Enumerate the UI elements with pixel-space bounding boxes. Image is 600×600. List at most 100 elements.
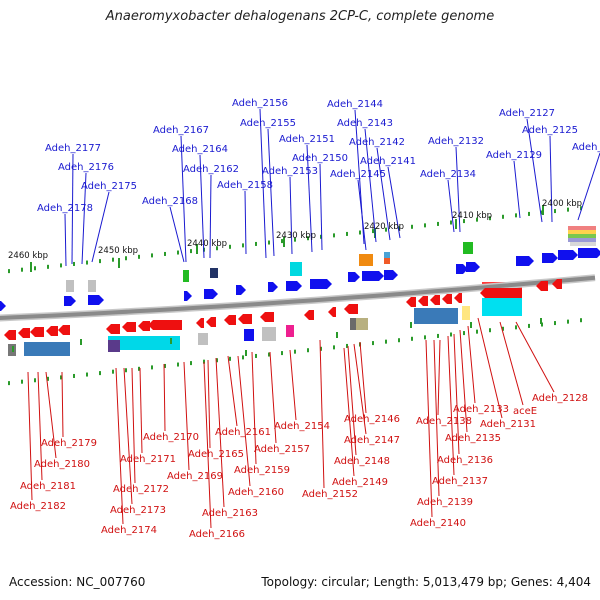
- tick: [86, 260, 88, 265]
- label-connector: [163, 363, 166, 432]
- reverse-gene-arrow: [454, 293, 462, 303]
- tick: [450, 220, 452, 225]
- tick: [515, 325, 517, 330]
- tick: [567, 207, 569, 212]
- gene-label-adeh_2148: Adeh_2148: [334, 456, 390, 467]
- forward-gene-arrow: [184, 291, 192, 301]
- genome-backbone: [0, 274, 596, 322]
- tick: [424, 335, 426, 340]
- tick: [502, 214, 504, 219]
- gene-label-adeh_2135: Adeh_2135: [445, 433, 501, 444]
- gene-label-adeh_2181: Adeh_2181: [20, 481, 76, 492]
- gene-label-adeh_2133: Adeh_2133: [453, 404, 509, 415]
- feature-band: [414, 308, 458, 324]
- tick: [294, 349, 296, 354]
- tick: [476, 217, 478, 222]
- kbp-label: 2420 kbp: [364, 222, 404, 232]
- feature-band: [108, 340, 120, 352]
- gene-label-adeh_2179: Adeh_2179: [41, 438, 97, 449]
- gene-label-adeh_2178: Adeh_2178: [37, 203, 93, 214]
- tick: [151, 253, 153, 258]
- tick: [437, 221, 439, 226]
- label-connector: [357, 179, 367, 251]
- tick: [528, 211, 530, 216]
- feature-band: [244, 329, 254, 341]
- gene-label-adeh_2129: Adeh_2129: [486, 150, 542, 161]
- gene-label-adeh_2139: Adeh_2139: [417, 497, 473, 508]
- tick: [489, 328, 491, 333]
- feature-band: [88, 280, 96, 292]
- label-connector: [459, 329, 468, 433]
- label-connector: [319, 339, 325, 489]
- tick: [268, 240, 270, 245]
- reverse-gene-arrow: [46, 326, 58, 336]
- tick: [333, 345, 335, 350]
- major-tick: [542, 205, 544, 215]
- label-connector: [183, 361, 190, 471]
- tick: [190, 361, 192, 366]
- kbp-label: 2440 kbp: [187, 239, 227, 249]
- gene-label-adeh_2124: Adeh_2124: [572, 142, 600, 153]
- tick: [60, 263, 62, 268]
- reverse-gene-arrow: [430, 295, 440, 305]
- tick: [255, 353, 257, 358]
- reverse-gene-arrow: [480, 288, 522, 298]
- feature-band: [359, 254, 373, 266]
- tick: [34, 378, 36, 383]
- gene-label-adeh_2132: Adeh_2132: [428, 136, 484, 147]
- label-connectors: [27, 108, 600, 529]
- tick: [177, 362, 179, 367]
- tick: [540, 318, 542, 324]
- tick: [411, 336, 413, 341]
- gene-label-adeh_2128: Adeh_2128: [532, 393, 588, 404]
- major-tick: [283, 237, 285, 247]
- forward-gene-arrow: [236, 285, 246, 295]
- major-tick: [196, 244, 198, 254]
- tick: [203, 359, 205, 364]
- feature-band: [183, 270, 189, 282]
- label-connector: [61, 371, 64, 438]
- gene-label-adeh_2154: Adeh_2154: [274, 421, 330, 432]
- kbp-label: 2410 kbp: [452, 211, 492, 221]
- label-connector: [376, 147, 391, 241]
- label-connector: [425, 339, 433, 518]
- gene-label-adeh_2180: Adeh_2180: [34, 459, 90, 470]
- reverse-gene-arrow: [106, 324, 120, 334]
- feature-band: [210, 268, 218, 278]
- tick: [112, 257, 114, 262]
- label-connector: [45, 371, 57, 459]
- label-connector: [467, 325, 476, 404]
- label-connector: [227, 355, 238, 427]
- forward-gene-arrow: [0, 301, 6, 311]
- gene-label-adeh_2155: Adeh_2155: [240, 118, 296, 129]
- label-connector: [139, 367, 143, 454]
- gene-label-adeh_2159: Adeh_2159: [234, 465, 290, 476]
- tick: [190, 249, 192, 254]
- label-connector: [447, 179, 455, 233]
- backbone-line: [0, 275, 596, 320]
- forward-gene-arrow: [578, 248, 600, 258]
- tick: [489, 216, 491, 221]
- label-connector: [269, 351, 277, 444]
- tick: [47, 264, 49, 269]
- gene-label-adeh_2136: Adeh_2136: [437, 455, 493, 466]
- tick: [502, 326, 504, 331]
- label-connector: [453, 333, 460, 455]
- kbp-label: 2400 kbp: [542, 199, 582, 209]
- gene-label-adeh_2145: Adeh_2145: [330, 169, 386, 180]
- feature-band: [482, 298, 522, 316]
- tick: [125, 256, 127, 261]
- label-connector: [359, 341, 367, 414]
- label-connector: [289, 349, 297, 421]
- feature-band: [568, 234, 596, 238]
- tick: [99, 259, 101, 264]
- gene-labels: Adeh_2124Adeh_2125Adeh_2127Adeh_2129Adeh…: [10, 98, 600, 540]
- tick: [336, 332, 338, 338]
- label-connector: [477, 317, 503, 419]
- gene-label-adeh_2150: Adeh_2150: [292, 153, 348, 164]
- gene-label-adeh_2152: Adeh_2152: [302, 489, 358, 500]
- forward-gene-arrow: [384, 270, 398, 280]
- gene-label-adeh_2171: Adeh_2171: [120, 454, 176, 465]
- feature-band: [198, 333, 208, 345]
